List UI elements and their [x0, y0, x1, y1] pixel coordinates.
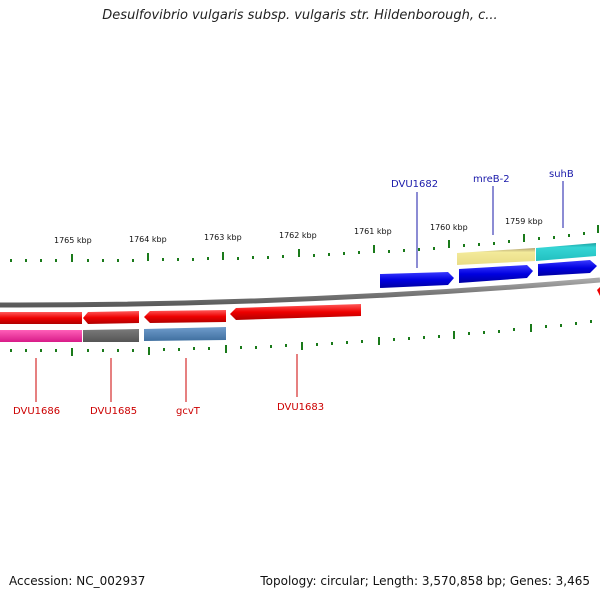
gene-arrow-dvu1682 — [380, 272, 454, 288]
topology-summary: Topology: circular; Length: 3,570,858 bp… — [260, 574, 590, 588]
gene-arrow-dvu1683 — [230, 304, 361, 320]
gene-arrow-suhb — [538, 260, 597, 276]
scale-label: 1759 kbp — [505, 217, 543, 226]
reverse-genes — [0, 304, 361, 324]
gene-label: mreB-2 — [473, 174, 510, 185]
gene-arrow-dvu1685 — [83, 311, 139, 324]
gene-label: DVU1686 — [13, 406, 60, 417]
map-title: Desulfovibrio vulgaris subsp. vulgaris s… — [102, 8, 498, 23]
scale-label: 1762 kbp — [279, 231, 317, 240]
gene-label: DVU1685 — [90, 406, 137, 417]
gene-label: DVU1682 — [391, 179, 438, 190]
scale-label: 1761 kbp — [354, 227, 392, 236]
gene-arrow-dvu1686 — [0, 312, 82, 324]
reverse-cog-band — [0, 327, 226, 342]
cog-block-gcvt — [144, 327, 226, 341]
scale-label: 1765 kbp — [54, 236, 92, 245]
forward-cog-band — [457, 243, 596, 265]
scale-label: 1764 kbp — [129, 235, 167, 244]
gene-label: suhB — [549, 169, 574, 180]
scale-labels: 1765 kbp 1764 kbp 1763 kbp 1762 kbp 1761… — [54, 217, 543, 245]
scale-label: 1763 kbp — [204, 233, 242, 242]
gene-arrow-edge — [597, 287, 600, 296]
accession-text: Accession: NC_002937 — [9, 574, 146, 588]
gene-arrow-gcvt — [144, 310, 226, 323]
cog-block-suhb — [536, 243, 596, 261]
scale-label: 1760 kbp — [430, 223, 468, 232]
cog-block-dvu1685 — [83, 329, 139, 342]
forward-genes — [380, 260, 600, 296]
cog-block-dvu1686 — [0, 330, 82, 342]
gene-arrow-mreb2 — [459, 265, 533, 283]
upper-tick-ring — [10, 225, 599, 262]
genome-backbone — [0, 277, 600, 308]
gene-label: DVU1683 — [277, 402, 324, 413]
gene-labels: DVU1682 mreB-2 suhB DVU1686 DVU1685 gcvT… — [13, 169, 574, 417]
lower-tick-ring — [10, 320, 592, 356]
gene-label: gcvT — [176, 406, 201, 417]
leader-lines — [35, 181, 564, 402]
cog-block-mreb2 — [457, 248, 535, 265]
